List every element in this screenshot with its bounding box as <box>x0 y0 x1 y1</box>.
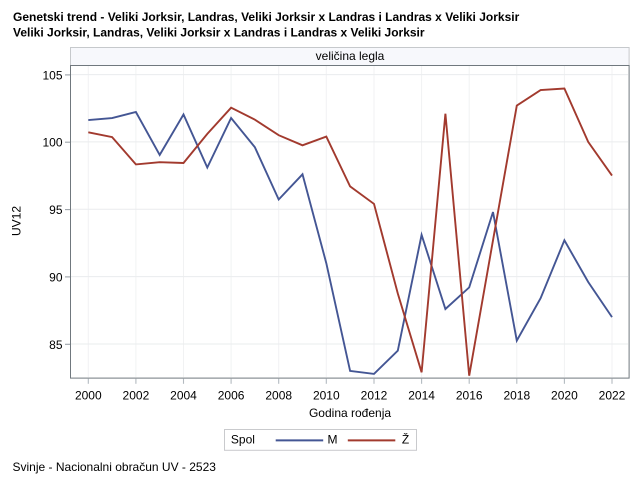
svg-text:Svinje - Nacionalni obračun UV: Svinje - Nacionalni obračun UV - 2523 <box>13 460 217 474</box>
svg-text:85: 85 <box>49 338 63 352</box>
svg-text:2020: 2020 <box>551 389 578 403</box>
svg-text:UV12: UV12 <box>9 206 23 236</box>
svg-text:Godina rođenja: Godina rođenja <box>309 406 391 420</box>
svg-text:Veliki Jorksir, Landras, Velik: Veliki Jorksir, Landras, Veliki Jorksir … <box>13 26 425 40</box>
svg-text:veličina legla: veličina legla <box>316 49 385 63</box>
svg-text:2004: 2004 <box>170 389 197 403</box>
svg-text:2012: 2012 <box>361 389 388 403</box>
svg-text:2006: 2006 <box>218 389 245 403</box>
svg-text:105: 105 <box>42 68 62 82</box>
svg-text:90: 90 <box>49 270 63 284</box>
svg-text:M: M <box>328 433 338 447</box>
svg-text:2014: 2014 <box>408 389 435 403</box>
svg-text:2022: 2022 <box>599 389 626 403</box>
svg-text:2010: 2010 <box>313 389 340 403</box>
svg-text:Spol: Spol <box>231 433 255 447</box>
svg-text:Genetski trend - Veliki Jorksi: Genetski trend - Veliki Jorksir, Landras… <box>13 10 520 24</box>
svg-text:2018: 2018 <box>503 389 530 403</box>
svg-text:2016: 2016 <box>456 389 483 403</box>
svg-text:2008: 2008 <box>265 389 292 403</box>
svg-text:Ž: Ž <box>402 432 409 447</box>
svg-text:100: 100 <box>42 136 62 150</box>
svg-text:2002: 2002 <box>123 389 150 403</box>
svg-text:95: 95 <box>49 203 63 217</box>
svg-text:2000: 2000 <box>75 389 102 403</box>
